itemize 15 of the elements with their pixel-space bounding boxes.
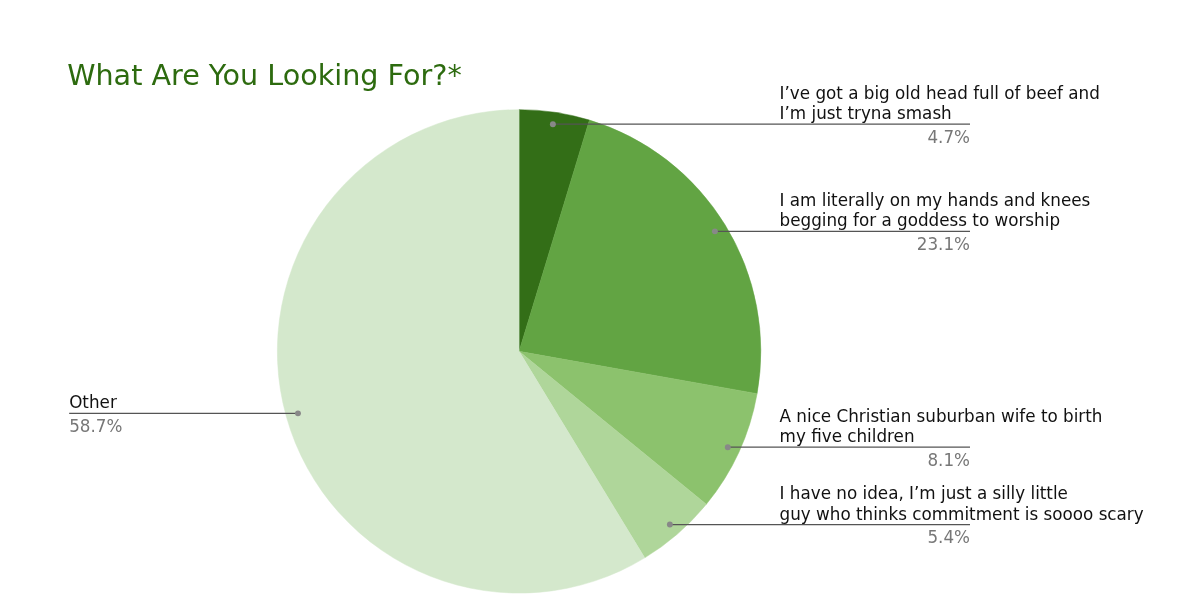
pie-slice	[277, 109, 645, 594]
data-label: 8.1%	[927, 449, 970, 470]
slice-label: A nice Christian suburban wife to birth my five children	[779, 405, 1103, 447]
slice-label: Other	[69, 392, 117, 413]
data-label: 4.7%	[927, 126, 970, 147]
data-label: 5.4%	[927, 527, 970, 548]
data-label: 58.7%	[69, 416, 123, 437]
pie-slice	[518, 351, 707, 559]
slice-label: I have no idea, I’m just a silly little guy who thinks commitment is soooo scary	[779, 482, 1144, 524]
pie-slice	[518, 119, 761, 394]
slice-label: I’ve got a big old head full of beef and I’m just tryna smash	[779, 82, 1100, 124]
slice-label: I am literally on my hands and knees begging for a goddess to worship	[779, 189, 1091, 231]
pie-slice	[518, 351, 758, 505]
data-label: 23.1%	[916, 234, 970, 255]
chart-title: What Are You Looking For?*	[67, 57, 462, 92]
